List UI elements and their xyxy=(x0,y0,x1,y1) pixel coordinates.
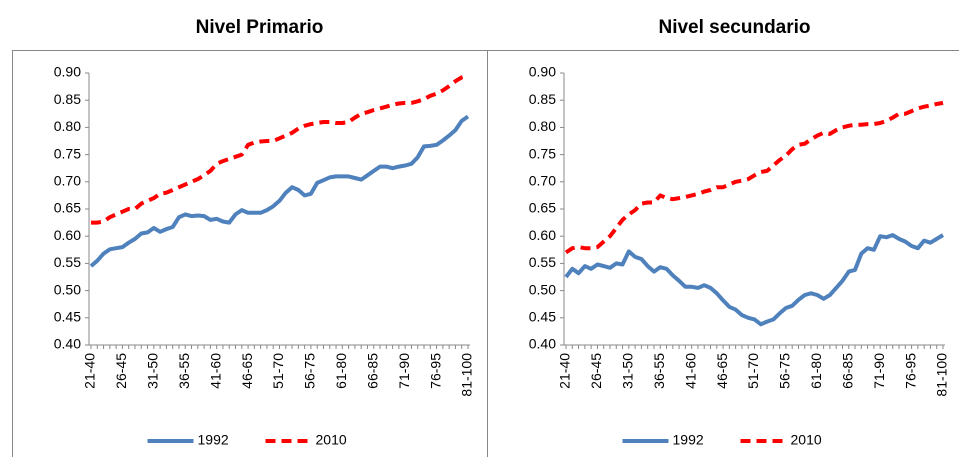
x-tick-label: 66-85 xyxy=(364,353,380,389)
y-tick-label: 0.70 xyxy=(54,173,81,189)
x-tick-label: 76-95 xyxy=(902,353,918,389)
y-tick-label: 0.45 xyxy=(54,309,81,325)
y-tick-label: 0.65 xyxy=(54,200,81,216)
y-tick-label: 0.55 xyxy=(529,254,556,270)
y-tick-label: 0.90 xyxy=(529,64,556,80)
series-line xyxy=(564,100,944,255)
x-tick-label: 56-75 xyxy=(302,353,318,389)
y-tick-label: 0.40 xyxy=(529,336,556,352)
series-line xyxy=(564,233,945,327)
y-tick-label: 0.70 xyxy=(529,173,556,189)
x-tick-label: 36-55 xyxy=(176,353,192,389)
legend-label: 2010 xyxy=(791,432,822,448)
x-tick-label: 21-40 xyxy=(557,353,573,389)
x-tick-label: 71-90 xyxy=(396,353,412,389)
x-tick-label: 41-60 xyxy=(207,353,223,389)
x-tick-label: 31-50 xyxy=(620,353,636,389)
legend-label: 2010 xyxy=(316,432,347,448)
panel-border xyxy=(487,50,959,457)
legend-label: 1992 xyxy=(198,432,229,448)
panel-border xyxy=(12,50,488,457)
series-line xyxy=(89,114,470,268)
y-tick-label: 0.50 xyxy=(54,281,81,297)
y-tick-label: 0.75 xyxy=(529,145,556,161)
y-tick-label: 0.90 xyxy=(54,64,81,80)
y-tick-label: 0.85 xyxy=(54,91,81,107)
x-tick-label: 76-95 xyxy=(427,353,443,389)
x-tick-label: 61-80 xyxy=(808,353,824,389)
x-tick-label: 66-85 xyxy=(839,353,855,389)
x-tick-label: 31-50 xyxy=(145,353,161,389)
x-tick-label: 41-60 xyxy=(682,353,698,389)
x-tick-label: 51-70 xyxy=(745,353,761,389)
y-tick-label: 0.45 xyxy=(529,309,556,325)
chart-title: Nivel Primario xyxy=(196,17,324,38)
y-tick-label: 0.85 xyxy=(529,91,556,107)
y-tick-label: 0.80 xyxy=(529,118,556,134)
y-tick-label: 0.60 xyxy=(54,227,81,243)
x-tick-label: 71-90 xyxy=(871,353,887,389)
y-tick-label: 0.80 xyxy=(54,118,81,134)
series-line xyxy=(91,73,469,225)
x-tick-label: 81-100 xyxy=(459,353,475,397)
x-tick-label: 36-55 xyxy=(651,353,667,389)
x-tick-label: 81-100 xyxy=(934,353,950,397)
y-tick-label: 0.75 xyxy=(54,145,81,161)
x-tick-label: 46-65 xyxy=(714,353,730,389)
y-tick-label: 0.65 xyxy=(529,200,556,216)
legend-label: 1992 xyxy=(673,432,704,448)
y-tick-label: 0.50 xyxy=(529,281,556,297)
y-tick-label: 0.60 xyxy=(529,227,556,243)
y-tick-label: 0.40 xyxy=(54,336,81,352)
x-tick-label: 21-40 xyxy=(82,353,98,389)
x-tick-label: 51-70 xyxy=(270,353,286,389)
x-tick-label: 26-45 xyxy=(113,353,129,389)
x-tick-label: 26-45 xyxy=(588,353,604,389)
y-tick-label: 0.55 xyxy=(54,254,81,270)
x-tick-label: 56-75 xyxy=(777,353,793,389)
chart-title: Nivel secundario xyxy=(658,17,810,38)
x-tick-label: 46-65 xyxy=(239,353,255,389)
x-tick-label: 61-80 xyxy=(333,353,349,389)
